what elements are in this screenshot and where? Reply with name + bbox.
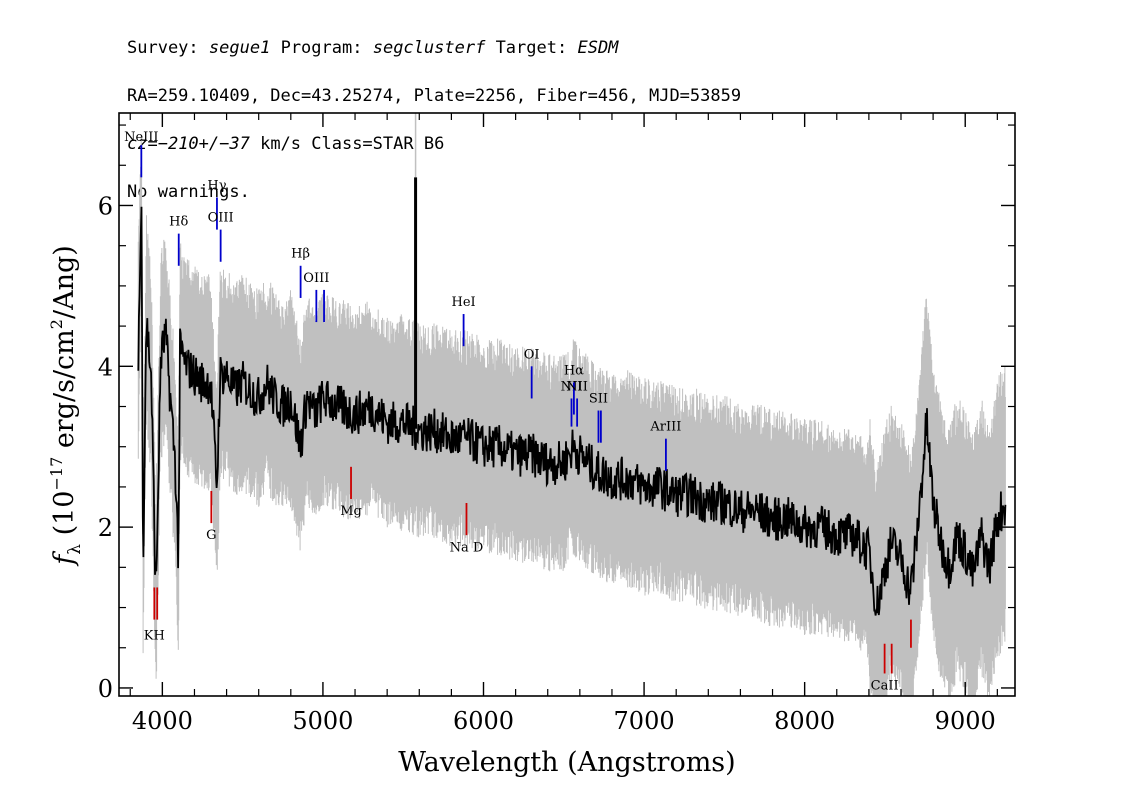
program-label: Program: (280, 38, 363, 58)
spectral-line-markers: NeIIIHδHγOIIIHβOIIIHeIOINIIHαNIISIIArIII… (124, 130, 912, 694)
flux-line (137, 206, 1007, 616)
line-label: NII (566, 379, 588, 394)
line-label: Na D (450, 540, 484, 555)
x-tick-label: 8000 (774, 707, 835, 735)
program-value: segclusterf (372, 38, 486, 58)
target-value: ESDM (577, 38, 619, 58)
y-title-main: (10 (49, 491, 80, 544)
line-label: OI (524, 347, 540, 362)
y-tick-label: 4 (98, 353, 113, 381)
x-axis-title: Wavelength (Angstroms) (398, 747, 735, 778)
plot-frame (118, 112, 1016, 697)
y-tick-label: 0 (98, 675, 113, 703)
header-line-2: RA=259.10409, Dec=43.25274, Plate=2256, … (127, 86, 742, 106)
x-tick-label: 7000 (614, 707, 675, 735)
line-label: SII (589, 391, 608, 406)
header-line-3: cz=−210+/−37 km/s Class=STAR B6 (127, 132, 741, 156)
line-label: ArIII (649, 420, 681, 435)
line-label: Hα (564, 363, 584, 378)
svg-text:fλ (10−17 erg/s/cm2/Ang): fλ (10−17 erg/s/cm2/Ang) (47, 245, 85, 567)
y-tick-label: 2 (98, 514, 113, 542)
flux-series (137, 177, 1007, 616)
survey-value: segue1 (208, 38, 271, 58)
line-label: Hγ (207, 178, 226, 193)
y-tick-label: 6 (98, 192, 113, 220)
line-label: Hδ (169, 215, 188, 230)
line-label: NII (561, 379, 583, 394)
y-title-units: erg/s/cm (49, 329, 80, 457)
y-title-end: /Ang) (49, 245, 80, 319)
class-info: km/s Class=STAR B6 (249, 134, 445, 154)
y-title-sub: λ (65, 544, 85, 555)
line-label: CaII (871, 679, 899, 694)
line-label: OIII (303, 271, 329, 286)
line-label: Mg (340, 504, 362, 519)
cz-value: −210+/−37 (157, 134, 250, 154)
axis-ticks: 4000 5000 6000 7000 8000 9000 0 2 4 6 (98, 113, 1015, 735)
y-title-exp: −17 (47, 457, 66, 491)
x-tick-label: 6000 (453, 707, 514, 735)
x-tick-label: 4000 (132, 707, 193, 735)
y-axis-title: fλ (10−17 erg/s/cm2/Ang) (47, 245, 85, 567)
cz-label: cz= (127, 134, 158, 154)
x-tick-label: 5000 (292, 707, 353, 735)
line-label: NeIII (124, 130, 158, 145)
survey-label: Survey: (127, 38, 199, 58)
y-title-exp2: 2 (47, 319, 66, 329)
header-line-1: Survey: segue1 Program: segclusterf Targ… (127, 36, 741, 60)
target-label: Target: (495, 38, 568, 58)
line-label: G (206, 528, 216, 543)
spectrum-header: Survey: segue1 Program: segclusterf Targ… (127, 12, 741, 228)
line-label: OIII (208, 211, 234, 226)
line-label: KH (144, 629, 165, 644)
x-tick-label: 9000 (935, 707, 996, 735)
line-label: Hβ (291, 247, 310, 262)
warnings-text: No warnings. (127, 182, 250, 202)
line-label: HeI (452, 295, 476, 310)
